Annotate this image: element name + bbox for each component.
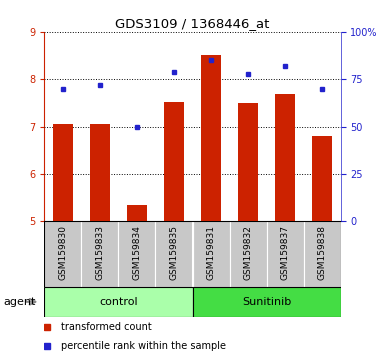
Bar (44, 221, 81, 287)
Bar (304, 221, 341, 287)
Text: Sunitinib: Sunitinib (242, 297, 291, 307)
Text: control: control (99, 297, 138, 307)
Text: GSM159838: GSM159838 (318, 225, 327, 280)
Bar (192, 287, 341, 317)
Text: GSM159835: GSM159835 (169, 225, 179, 280)
Text: GDS3109 / 1368446_at: GDS3109 / 1368446_at (116, 17, 270, 30)
Bar (275, 95, 295, 221)
Bar (238, 103, 258, 221)
Text: GSM159830: GSM159830 (58, 225, 67, 280)
Bar (156, 221, 192, 287)
Bar (229, 221, 266, 287)
Bar (53, 124, 73, 221)
Bar (81, 221, 119, 287)
Text: GSM159832: GSM159832 (244, 225, 253, 280)
Text: transformed count: transformed count (60, 322, 151, 332)
Text: GSM159833: GSM159833 (95, 225, 104, 280)
Bar (164, 102, 184, 221)
Bar (90, 124, 110, 221)
Text: GSM159837: GSM159837 (281, 225, 290, 280)
Bar (267, 221, 304, 287)
Text: GSM159834: GSM159834 (132, 225, 141, 280)
Bar (44, 287, 192, 317)
Bar (201, 55, 221, 221)
Text: agent: agent (4, 297, 36, 307)
Text: GSM159831: GSM159831 (206, 225, 216, 280)
Text: percentile rank within the sample: percentile rank within the sample (60, 341, 226, 351)
Bar (312, 136, 332, 221)
Bar (119, 221, 156, 287)
Bar (127, 205, 147, 221)
Bar (192, 221, 229, 287)
